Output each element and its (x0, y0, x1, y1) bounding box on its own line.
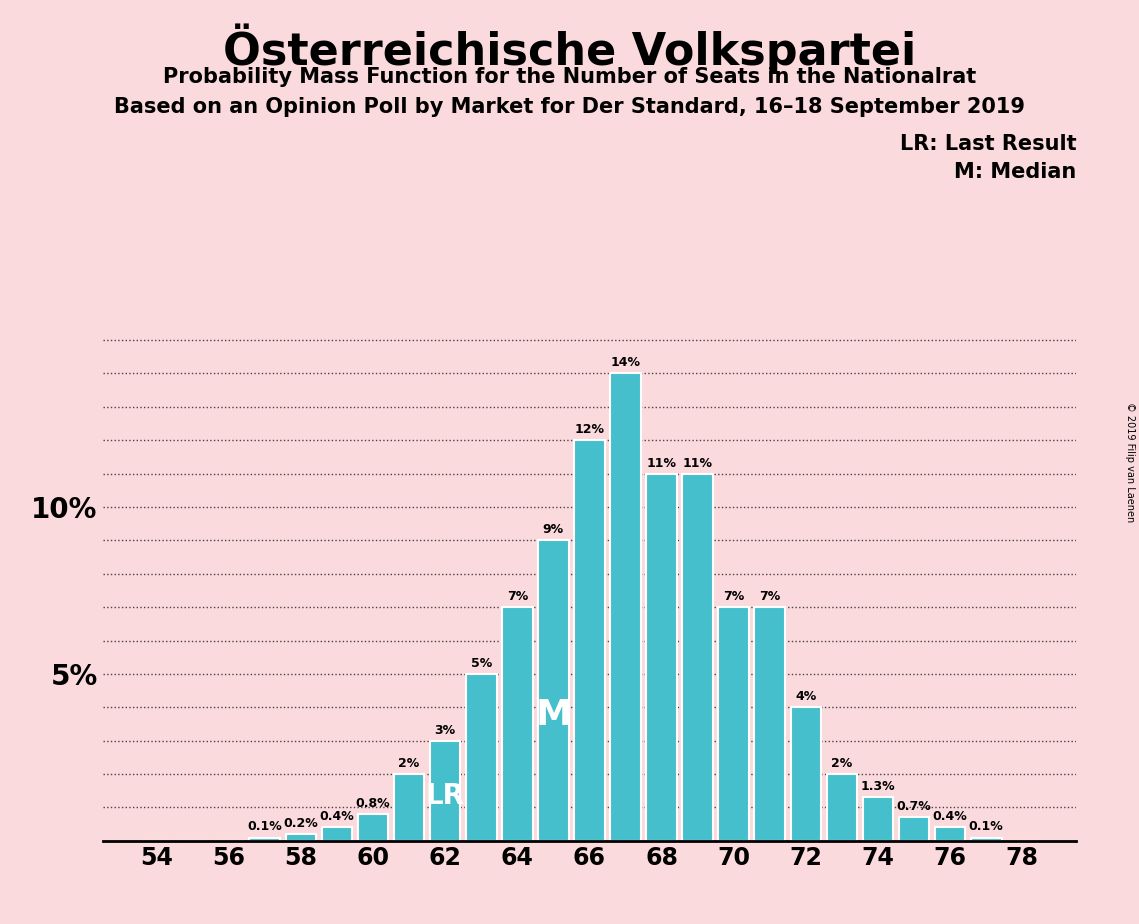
Text: M: Median: M: Median (954, 162, 1076, 182)
Text: 0.7%: 0.7% (896, 800, 932, 813)
Text: 14%: 14% (611, 357, 640, 370)
Bar (935, 828, 966, 841)
Text: 3%: 3% (435, 723, 456, 736)
Bar (790, 707, 821, 841)
Bar (466, 674, 497, 841)
Bar (611, 373, 641, 841)
Text: 2%: 2% (399, 757, 419, 770)
Bar (394, 774, 425, 841)
Text: 0.8%: 0.8% (355, 797, 391, 810)
Bar (646, 474, 677, 841)
Text: 5%: 5% (470, 657, 492, 670)
Text: 2%: 2% (831, 757, 852, 770)
Bar (862, 797, 893, 841)
Text: 7%: 7% (723, 590, 744, 603)
Text: 0.4%: 0.4% (320, 810, 354, 823)
Text: 12%: 12% (574, 423, 605, 436)
Bar (358, 814, 388, 841)
Bar (682, 474, 713, 841)
Text: 0.1%: 0.1% (969, 821, 1003, 833)
Text: 11%: 11% (647, 456, 677, 469)
Bar (719, 607, 749, 841)
Text: © 2019 Filip van Laenen: © 2019 Filip van Laenen (1125, 402, 1134, 522)
Text: 0.4%: 0.4% (933, 810, 967, 823)
Text: LR: Last Result: LR: Last Result (900, 134, 1076, 154)
Bar (827, 774, 858, 841)
Text: Probability Mass Function for the Number of Seats in the Nationalrat: Probability Mass Function for the Number… (163, 67, 976, 87)
Bar (754, 607, 785, 841)
Bar (249, 837, 280, 841)
Bar (321, 828, 352, 841)
Bar (429, 741, 460, 841)
Text: Österreichische Volkspartei: Österreichische Volkspartei (223, 23, 916, 74)
Text: 9%: 9% (543, 523, 564, 537)
Text: 11%: 11% (682, 456, 713, 469)
Text: 1.3%: 1.3% (861, 781, 895, 794)
Bar (538, 541, 568, 841)
Text: Based on an Opinion Poll by Market for Der Standard, 16–18 September 2019: Based on an Opinion Poll by Market for D… (114, 97, 1025, 117)
Text: 7%: 7% (507, 590, 527, 603)
Text: LR: LR (426, 782, 465, 809)
Text: 4%: 4% (795, 690, 817, 703)
Text: 0.2%: 0.2% (284, 817, 318, 830)
Bar (286, 834, 317, 841)
Bar (970, 837, 1001, 841)
Text: 0.1%: 0.1% (247, 821, 282, 833)
Bar (502, 607, 533, 841)
Bar (574, 440, 605, 841)
Text: 7%: 7% (760, 590, 780, 603)
Bar (899, 818, 929, 841)
Text: M: M (535, 698, 572, 732)
